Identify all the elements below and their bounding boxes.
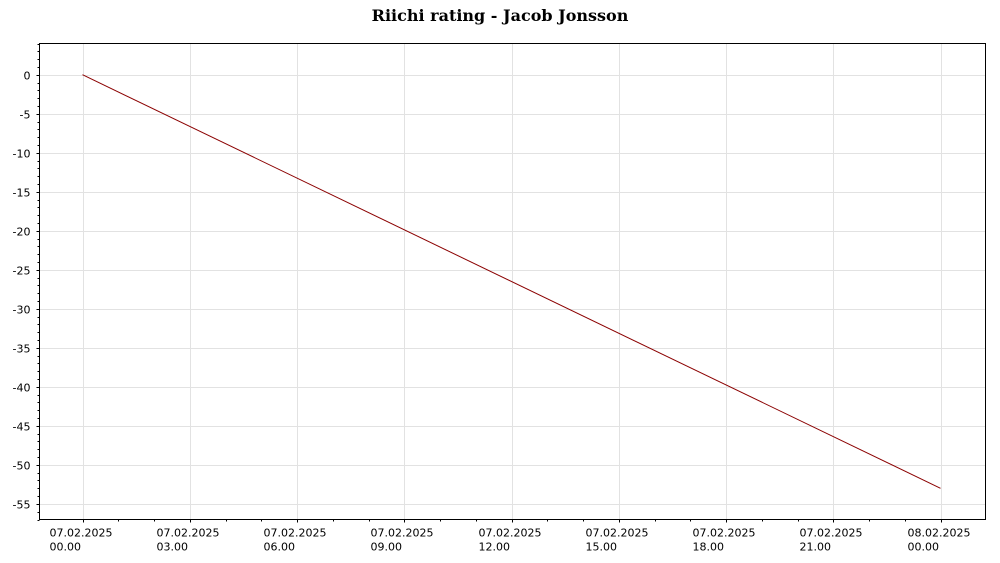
y-tick-label: -5: [20, 109, 31, 122]
x-tick-label-date: 08.02.2025: [908, 527, 971, 540]
x-tick-label-date: 07.02.2025: [264, 527, 327, 540]
chart-title: Riichi rating - Jacob Jonsson: [371, 6, 629, 25]
x-tick-label-time: 15.00: [586, 541, 618, 554]
y-tick-label: -55: [13, 499, 31, 512]
x-tick-label-time: 00.00: [908, 541, 940, 554]
x-tick-label-date: 07.02.2025: [371, 527, 434, 540]
y-tick-label: -10: [13, 148, 31, 161]
y-tick-label: -50: [13, 460, 31, 473]
series-line: [82, 74, 941, 489]
x-tick-label-date: 07.02.2025: [800, 527, 863, 540]
x-tick-label-date: 07.02.2025: [693, 527, 756, 540]
y-tick-label: -45: [13, 421, 31, 434]
y-tick-label: -25: [13, 265, 31, 278]
grid-layer: [39, 43, 986, 520]
y-tick-label: -15: [13, 187, 31, 200]
x-tick-label-time: 03.00: [157, 541, 189, 554]
y-tick-label: -30: [13, 304, 31, 317]
x-tick-label-date: 07.02.2025: [586, 527, 649, 540]
y-tick-label: -40: [13, 382, 31, 395]
x-tick-label-date: 07.02.2025: [479, 527, 542, 540]
x-tick-label-time: 09.00: [371, 541, 403, 554]
x-tick-label-time: 06.00: [264, 541, 296, 554]
x-tick-label-time: 00.00: [50, 541, 82, 554]
x-tick-label-date: 07.02.2025: [157, 527, 220, 540]
x-tick-label-time: 18.00: [693, 541, 725, 554]
y-axis: 0 -5 -10 -15 -20 -25 -30 -35 -40 -45 -50 -55: [13, 44, 40, 521]
series-layer: [82, 74, 941, 489]
x-axis: 07.02.202500.0007.02.202503.0007.02.2025…: [50, 519, 971, 554]
x-tick-label-date: 07.02.2025: [50, 527, 113, 540]
x-tick-label-time: 21.00: [800, 541, 832, 554]
y-tick-label: 0: [24, 70, 31, 83]
y-tick-label: -35: [13, 343, 31, 356]
y-tick-label: -20: [13, 226, 31, 239]
x-tick-label-time: 12.00: [479, 541, 511, 554]
